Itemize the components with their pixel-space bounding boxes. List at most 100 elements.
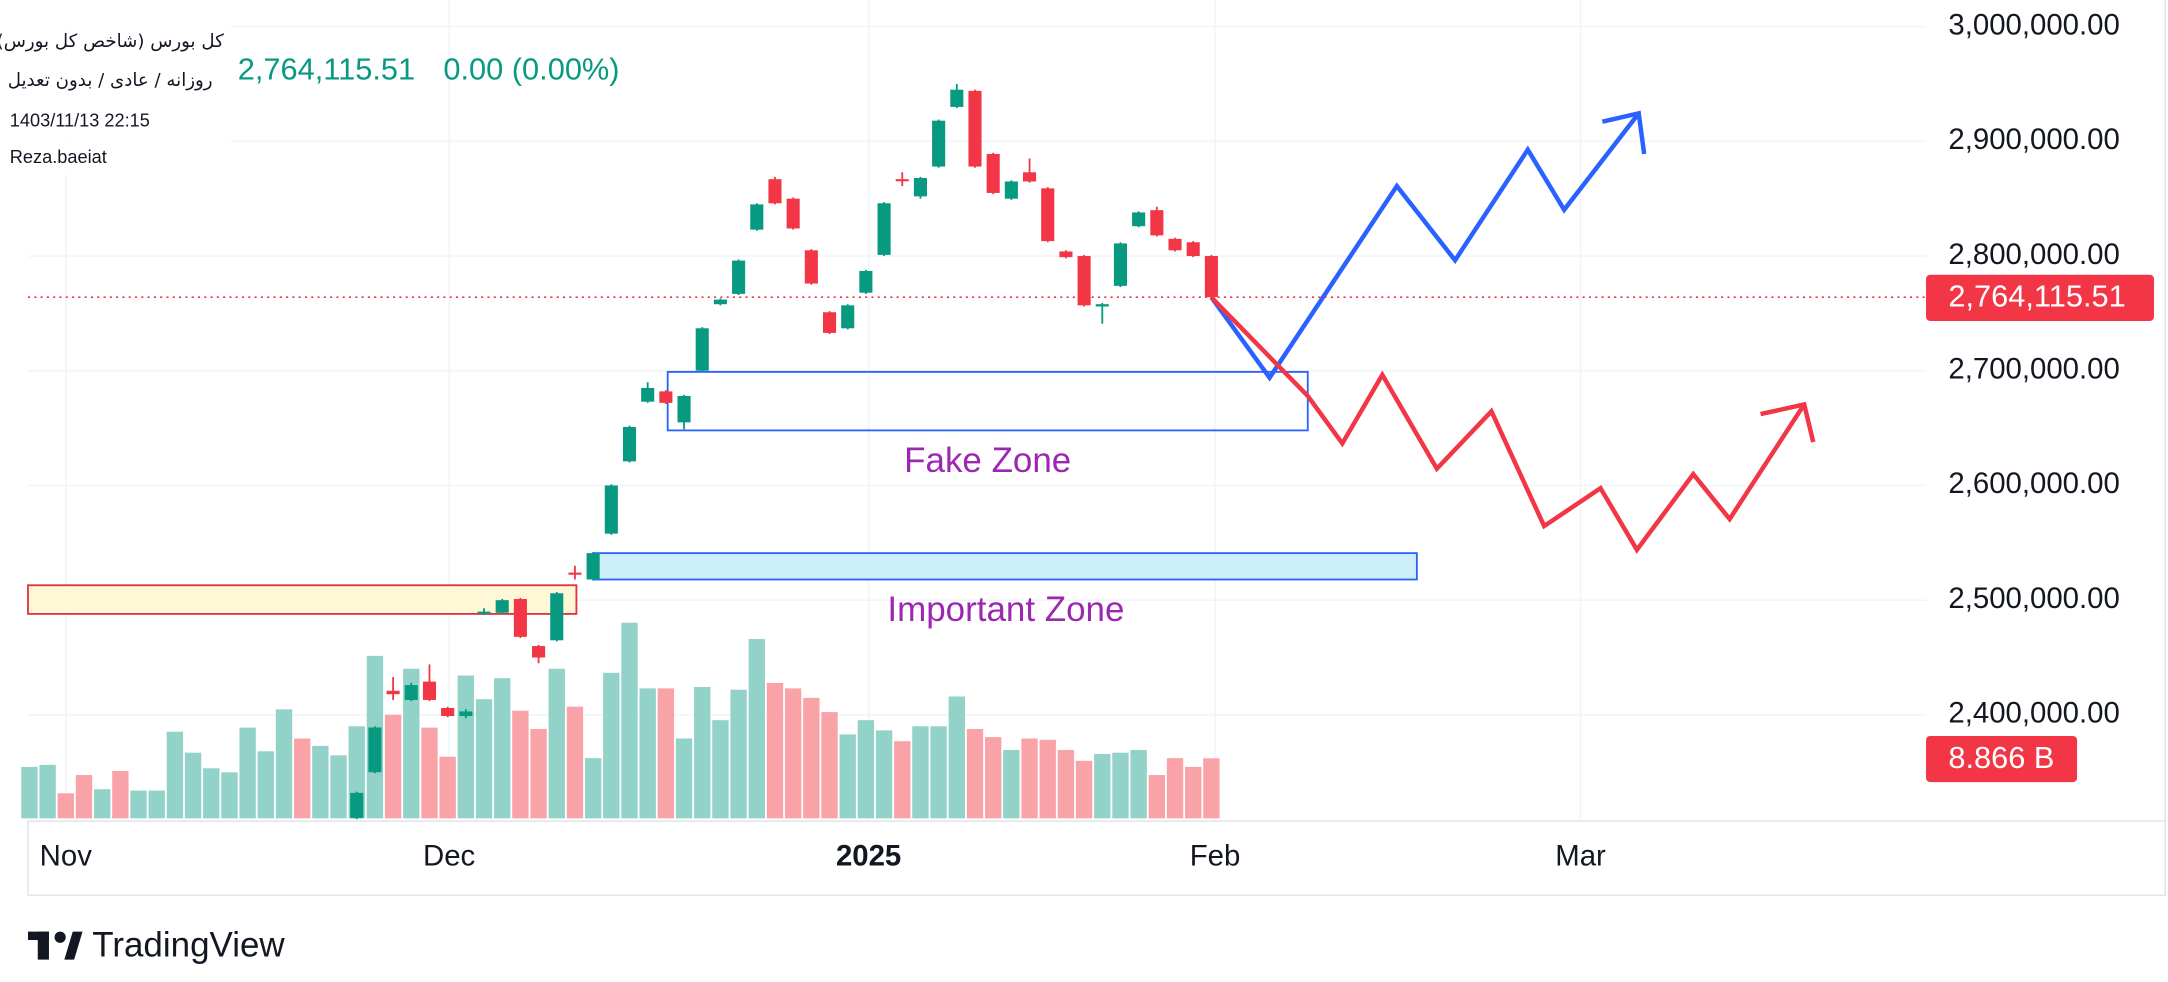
candle-body bbox=[404, 685, 418, 700]
header-change: 0.00 (0.00%) bbox=[443, 51, 619, 86]
volume-bar bbox=[857, 720, 875, 819]
candle-body bbox=[477, 611, 491, 614]
author: Reza.baeiat bbox=[10, 147, 107, 167]
zone bbox=[666, 370, 1309, 432]
volume-bar bbox=[221, 772, 238, 819]
volume-bar bbox=[1148, 775, 1166, 819]
candle-body bbox=[732, 260, 746, 294]
projection-arrow bbox=[1601, 110, 1647, 155]
candle-body bbox=[895, 179, 909, 182]
volume-bar bbox=[948, 696, 965, 819]
volume-bar bbox=[748, 638, 765, 819]
candle-body bbox=[513, 599, 527, 637]
candle-body bbox=[1168, 238, 1182, 251]
logo: TradingView bbox=[27, 925, 285, 964]
candle-body bbox=[422, 681, 437, 700]
candle-body bbox=[1113, 243, 1128, 286]
candle-body bbox=[441, 707, 455, 717]
candle-body bbox=[550, 593, 564, 641]
volume-bar bbox=[803, 697, 820, 819]
candle-body bbox=[877, 203, 891, 255]
volume-bar bbox=[821, 712, 838, 819]
volume-bar bbox=[839, 734, 856, 819]
candle-body bbox=[932, 120, 946, 167]
volume-bar bbox=[112, 770, 129, 819]
candle-body bbox=[1150, 210, 1164, 236]
volume-bar bbox=[1021, 738, 1038, 819]
logo-mark bbox=[37, 931, 49, 960]
volume-bar bbox=[39, 764, 56, 819]
volume-bar bbox=[239, 727, 256, 819]
candle-body bbox=[859, 270, 873, 293]
volume-bar bbox=[184, 752, 202, 819]
candle-body bbox=[1095, 304, 1109, 307]
volume-bar bbox=[439, 756, 456, 819]
axes: 2,400,000.00 2,500,000.00 2,600,000.00 2,70… bbox=[40, 8, 2155, 872]
candle-body bbox=[804, 250, 818, 284]
datetime: 1403/11/13 22:15 bbox=[10, 110, 150, 130]
x-tick-label: Dec bbox=[423, 839, 475, 872]
candle-body bbox=[1077, 256, 1091, 306]
candle-body bbox=[1132, 212, 1146, 227]
candle-body bbox=[532, 646, 546, 658]
x-tick-label: 2025 bbox=[836, 839, 901, 872]
volume-bar bbox=[130, 790, 147, 819]
zone bbox=[594, 552, 1418, 581]
volume-bar bbox=[294, 738, 311, 819]
volume-bar bbox=[584, 758, 602, 819]
candle-body bbox=[913, 178, 927, 197]
legend-backdrop bbox=[0, 0, 231, 175]
y-tick-label: 2,500,000.00 bbox=[1948, 582, 2119, 615]
y-tick-label: 2,400,000.00 bbox=[1948, 697, 2119, 730]
candle-body bbox=[586, 553, 600, 580]
volume-bar bbox=[912, 726, 929, 819]
volume-bar bbox=[475, 699, 493, 819]
candle-body bbox=[495, 600, 509, 613]
x-axis-frame bbox=[27, 820, 2166, 896]
volume-bar bbox=[93, 789, 111, 819]
volume-bar bbox=[1166, 758, 1184, 819]
candle-body bbox=[386, 690, 400, 695]
interval: روزانه / عادی / بدون تعدیل bbox=[8, 70, 213, 91]
projection-line bbox=[1209, 295, 1807, 554]
volume-bar bbox=[875, 730, 893, 819]
candle-body bbox=[968, 90, 982, 167]
volume-bar bbox=[984, 737, 1002, 819]
price-label-box bbox=[1926, 274, 2155, 321]
candle-body bbox=[659, 391, 673, 403]
volume-bar bbox=[657, 688, 675, 819]
candle-body bbox=[622, 426, 637, 462]
candle-body bbox=[822, 312, 837, 333]
volume-bar bbox=[621, 622, 638, 819]
price-label: 2,764,115.51 bbox=[1948, 279, 2125, 314]
candle-body bbox=[1004, 181, 1018, 199]
volume-bar bbox=[712, 720, 729, 819]
candle-body bbox=[786, 198, 800, 229]
volume-bar bbox=[784, 688, 802, 819]
y-tick-label: 3,000,000.00 bbox=[1948, 8, 2119, 41]
volume-bar bbox=[1003, 749, 1020, 819]
logo-mark bbox=[64, 931, 83, 960]
candle-body bbox=[1041, 188, 1055, 242]
y-tick-label: 2,600,000.00 bbox=[1948, 467, 2119, 500]
volume-bar bbox=[57, 793, 74, 819]
candle-body bbox=[841, 305, 855, 329]
volume-bar bbox=[203, 768, 220, 819]
volume-bar bbox=[566, 706, 584, 819]
candle-body bbox=[986, 153, 1000, 193]
candle-body bbox=[695, 328, 709, 371]
volume-bar bbox=[512, 710, 529, 819]
candle-body bbox=[568, 572, 582, 575]
candle-body bbox=[950, 89, 964, 107]
logo-mark bbox=[54, 931, 66, 943]
volume-bar bbox=[1094, 754, 1111, 819]
symbol: کل بورس (شاخص کل بورس) bbox=[0, 31, 224, 52]
volume-bar bbox=[639, 688, 656, 819]
volume-bar bbox=[75, 775, 93, 819]
candle-body bbox=[1204, 256, 1218, 298]
volume-bar bbox=[421, 727, 438, 819]
volume-bar bbox=[894, 741, 911, 819]
volume-bar bbox=[548, 668, 565, 819]
